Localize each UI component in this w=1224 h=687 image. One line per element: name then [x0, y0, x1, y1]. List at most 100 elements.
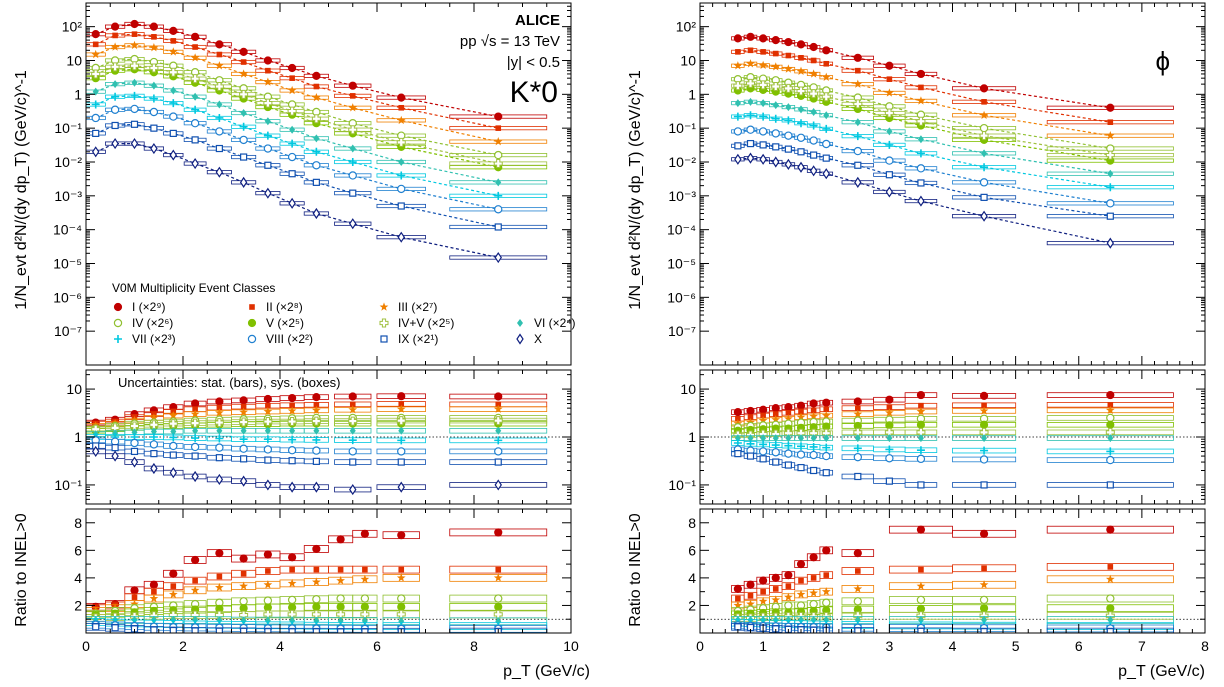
data-point — [192, 44, 198, 50]
data-point — [917, 434, 924, 443]
data-point — [885, 156, 894, 165]
legend-marker-icon — [247, 334, 257, 344]
data-point — [796, 40, 806, 49]
data-point — [190, 585, 200, 595]
series-VI (×2⁴) — [86, 78, 548, 187]
data-point — [822, 546, 831, 555]
data-point — [263, 394, 272, 404]
data-point — [397, 231, 405, 243]
data-point — [979, 595, 989, 605]
data-point — [771, 573, 780, 582]
data-point — [169, 433, 178, 442]
panel-0: 10⁻⁷ 10⁻⁶ 10⁻⁵ 10⁻⁴ 10⁻³ 10⁻² 10⁻¹ 1 10 10² — [53, 2, 572, 366]
energy-label: pp √s = 13 TeV — [460, 33, 560, 50]
x-ticks — [699, 3, 1206, 365]
data-point — [240, 455, 248, 463]
uncertainties-note: Uncertainties: stat. (bars), sys. (boxes… — [118, 375, 341, 390]
legend-marker-icon — [379, 302, 389, 311]
y-tick-label: 10⁻⁷ — [668, 323, 696, 339]
data-point — [855, 568, 861, 574]
series-III — [731, 574, 1174, 610]
data-point — [288, 553, 297, 562]
data-point — [312, 147, 321, 156]
data-point — [264, 628, 272, 633]
data-point — [91, 146, 100, 158]
data-point — [1107, 564, 1114, 570]
data-point — [495, 426, 502, 435]
data-point — [190, 442, 200, 452]
series-I — [86, 528, 548, 611]
data-point — [809, 165, 818, 177]
data-point — [91, 30, 100, 39]
data-point — [239, 407, 248, 416]
data-point — [916, 454, 926, 464]
x-tick-label: 6 — [373, 638, 381, 654]
series-I — [86, 392, 548, 427]
data-point — [747, 593, 754, 599]
data-point — [289, 566, 295, 573]
data-point — [264, 161, 272, 169]
data-point — [287, 85, 297, 95]
data-point — [495, 125, 502, 131]
data-point — [111, 137, 119, 150]
data-point — [916, 581, 926, 590]
data-point — [239, 444, 248, 453]
data-point — [349, 189, 357, 197]
data-point — [289, 616, 296, 625]
data-point — [398, 426, 405, 435]
data-point — [149, 580, 158, 589]
data-point — [112, 32, 118, 39]
x-tick-label: 2 — [822, 638, 830, 654]
data-point — [747, 434, 754, 443]
data-point — [169, 451, 177, 459]
data-point — [130, 104, 139, 114]
data-point — [191, 470, 199, 483]
data-point — [822, 139, 831, 149]
data-point — [348, 103, 358, 112]
x-ticks — [699, 370, 1206, 504]
data-point — [348, 447, 357, 456]
data-point — [746, 125, 755, 134]
sys-box — [743, 591, 758, 600]
data-point — [239, 176, 248, 188]
data-point — [734, 623, 742, 631]
data-point — [772, 50, 779, 57]
data-point — [733, 584, 742, 594]
data-point — [360, 529, 369, 538]
data-point — [312, 178, 320, 186]
data-point — [263, 435, 272, 444]
data-point — [981, 565, 987, 572]
data-point — [216, 616, 223, 625]
data-point — [130, 438, 139, 448]
data-point — [759, 440, 768, 449]
data-point — [130, 19, 139, 29]
y-tick-label: 1 — [688, 429, 696, 445]
data-point — [397, 93, 406, 102]
data-point — [784, 592, 793, 601]
y-axis-title-left-top: 1/N_evt d²N/(dy dp_T) (GeV/c)^-1 — [13, 70, 30, 310]
data-point — [111, 450, 119, 462]
data-point — [1105, 405, 1115, 415]
data-point — [746, 59, 755, 68]
data-point — [150, 124, 158, 132]
x-ticks: 0 1 2 3 4 5 6 7 8 — [696, 509, 1209, 654]
data-point — [239, 597, 248, 606]
y-tick-label: 10 — [66, 381, 82, 397]
data-point — [149, 107, 159, 117]
data-point — [168, 67, 178, 77]
data-point — [494, 112, 503, 121]
legend-marker-icon — [113, 302, 123, 312]
data-point — [263, 609, 273, 619]
data-point — [785, 103, 792, 112]
data-point — [263, 98, 273, 108]
series-VIII — [86, 436, 548, 456]
data-point — [130, 61, 139, 71]
series-II — [731, 47, 1174, 125]
data-point — [239, 417, 249, 427]
data-point — [1107, 169, 1114, 178]
data-point — [169, 441, 178, 451]
data-point — [854, 161, 862, 169]
data-point — [733, 112, 742, 121]
x-tick-label: 0 — [696, 638, 704, 654]
y-tick-label: 10⁻¹ — [54, 120, 82, 136]
